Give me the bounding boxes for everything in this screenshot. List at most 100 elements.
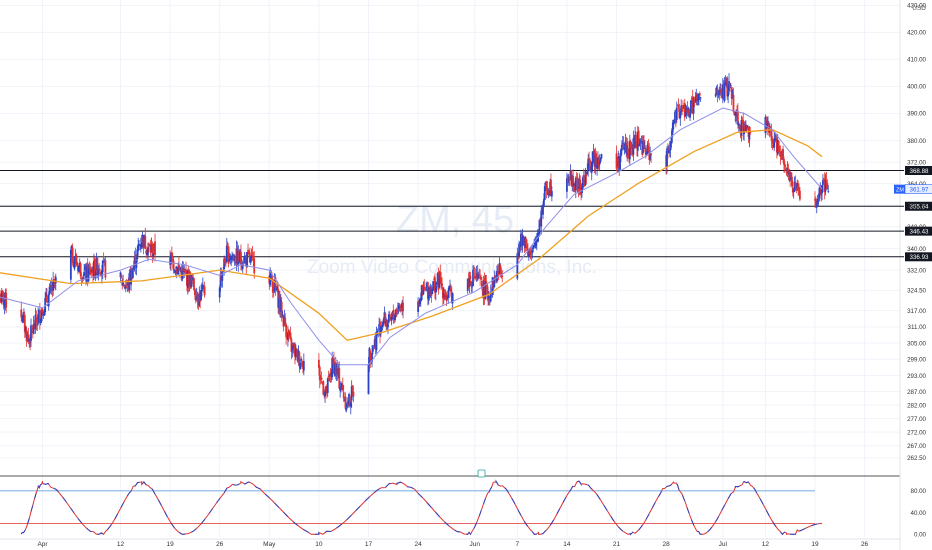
candle-body	[640, 140, 643, 142]
candle-body	[441, 283, 443, 287]
candle-body	[22, 314, 24, 323]
candle-body	[451, 293, 454, 304]
candle-body	[0, 291, 3, 303]
candle-body	[134, 254, 137, 267]
candle-body	[780, 157, 783, 160]
candle-body	[396, 309, 399, 311]
candle-body	[182, 267, 185, 272]
candle-body	[814, 198, 817, 207]
candle-body	[38, 309, 41, 324]
candle-body	[170, 252, 173, 257]
candle-body	[181, 268, 184, 279]
candle-body	[342, 392, 345, 399]
candle-body	[201, 284, 204, 290]
y-tick-label: 282.00	[907, 402, 926, 409]
y-tick-label: 332.00	[907, 267, 926, 274]
candle-body	[518, 243, 520, 257]
candle-body	[224, 262, 227, 264]
candle-body	[102, 258, 105, 260]
candle-body	[699, 97, 702, 99]
oscillator-tick-label: 0.00	[914, 532, 927, 539]
x-tick-label: 21	[613, 541, 621, 548]
candle-body	[380, 326, 382, 334]
candle-body	[440, 278, 443, 285]
candle-body	[690, 100, 692, 114]
candle-body	[423, 286, 426, 290]
candle-body	[787, 169, 790, 174]
candle-body	[738, 124, 741, 130]
candle-body	[449, 286, 451, 288]
candle-body	[47, 294, 50, 307]
candle-body	[480, 276, 482, 280]
candle-body	[733, 111, 736, 116]
candle-body	[246, 252, 249, 267]
candle-body	[692, 100, 695, 114]
candle-body	[550, 191, 553, 197]
candle-body	[766, 123, 769, 129]
candle-body	[432, 281, 435, 291]
candle-body	[785, 171, 788, 174]
candle-body	[352, 391, 355, 397]
candle-body	[341, 384, 344, 391]
candle-body	[338, 368, 341, 389]
candle-body	[318, 366, 321, 381]
candle-body	[770, 130, 773, 141]
level-label-box	[905, 165, 932, 175]
candle-body	[247, 250, 249, 252]
candle-body	[616, 167, 619, 169]
candle-body	[218, 287, 221, 298]
candle-body	[386, 319, 389, 327]
candle-body	[748, 132, 751, 140]
y-tick-label: 299.00	[907, 357, 926, 364]
support-resistance-levels: 368.88 355.64 346.43 336.93	[0, 165, 932, 262]
watermark: ZM, 45 Zoom Video Communications, Inc.	[307, 199, 597, 278]
candle-body	[193, 278, 195, 290]
candle-body	[271, 274, 273, 282]
x-tick-label: 19	[811, 541, 819, 548]
candle-body	[735, 112, 738, 117]
candle-body	[672, 119, 675, 130]
candle-body	[349, 403, 352, 407]
y-tick-label: 348.00	[907, 224, 926, 231]
candle-body	[600, 154, 603, 159]
candle-body	[723, 82, 726, 101]
candle-body	[586, 171, 589, 175]
candle-body	[137, 244, 140, 252]
candle-body	[637, 130, 640, 145]
candle-body	[97, 269, 100, 276]
candle-body	[269, 274, 272, 286]
candle-body	[84, 267, 86, 271]
candle-body	[422, 287, 425, 295]
level-label: 346.43	[910, 229, 929, 236]
candle-body	[446, 298, 449, 300]
candle-body	[667, 150, 670, 154]
candle-body	[438, 273, 441, 288]
candle-body	[732, 94, 735, 112]
candle-body	[54, 277, 57, 284]
candle-body	[742, 120, 745, 133]
candle-body	[119, 272, 122, 278]
candle-body	[489, 292, 492, 302]
candle-body	[79, 263, 82, 277]
candle-body	[778, 149, 781, 153]
candle-body	[82, 277, 85, 280]
candle-body	[228, 258, 231, 262]
y-tick-label: 293.00	[907, 373, 926, 380]
candle-body	[203, 286, 206, 296]
candle-body	[200, 290, 202, 301]
candle-body	[749, 131, 752, 134]
candle-body	[227, 246, 230, 264]
candle-body	[793, 182, 796, 191]
candle-body	[71, 247, 74, 263]
candle-body	[27, 334, 30, 341]
level-label-box	[905, 252, 932, 262]
candle-body	[317, 359, 320, 368]
candle-body	[73, 261, 76, 269]
watermark-symbol: ZM, 45	[396, 199, 514, 241]
candle-body	[136, 249, 139, 260]
candle-body	[193, 290, 196, 296]
candle-body	[815, 205, 818, 208]
x-tick-label: Jul	[719, 541, 728, 548]
candle-body	[533, 246, 536, 248]
